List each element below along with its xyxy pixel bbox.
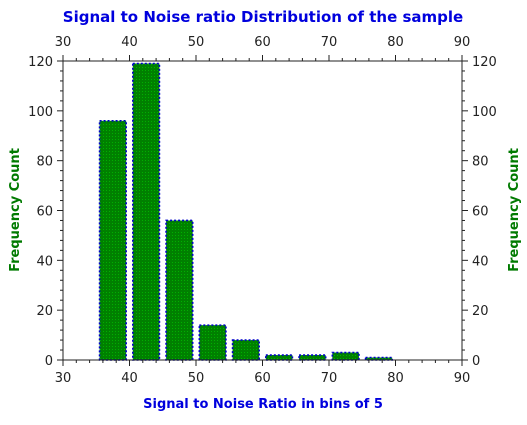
y-tick-label-right: 60 — [472, 205, 489, 220]
y-tick-label-left: 20 — [36, 304, 53, 319]
y-tick-label-left: 40 — [36, 254, 53, 269]
y-tick-label-right: 0 — [472, 354, 480, 369]
histogram-bar — [265, 354, 294, 361]
x-tick-label-bottom: 90 — [454, 371, 471, 386]
x-tick-label-bottom: 30 — [55, 371, 72, 386]
x-tick-label-bottom: 80 — [387, 371, 404, 386]
y-tick-label-right: 80 — [472, 155, 489, 170]
histogram-bar — [331, 351, 360, 361]
x-tick-label-bottom: 60 — [254, 371, 271, 386]
x-tick-label-bottom: 50 — [188, 371, 205, 386]
x-tick-label-top: 30 — [55, 35, 72, 50]
y-tick-label-left: 0 — [45, 354, 53, 369]
histogram-bar — [364, 356, 393, 361]
histogram-bar — [231, 339, 260, 361]
x-tick-label-top: 50 — [188, 35, 205, 50]
y-tick-label-left: 60 — [36, 205, 53, 220]
x-tick-label-top: 40 — [121, 35, 138, 50]
y-axis-title-right: Frequency Count — [507, 148, 522, 272]
bars-layer — [98, 62, 393, 361]
x-tick-label-bottom: 70 — [321, 371, 338, 386]
histogram-bar — [165, 219, 194, 361]
x-tick-label-top: 60 — [254, 35, 271, 50]
x-tick-label-top: 80 — [387, 35, 404, 50]
x-tick-label-top: 70 — [321, 35, 338, 50]
histogram-bar — [132, 62, 161, 361]
y-tick-label-right: 100 — [472, 105, 497, 120]
x-axis-title: Signal to Noise Ratio in bins of 5 — [143, 397, 383, 412]
y-tick-label-left: 120 — [28, 55, 53, 70]
y-tick-label-right: 120 — [472, 55, 497, 70]
y-axis-title-left: Frequency Count — [8, 148, 23, 272]
histogram-bar — [298, 354, 327, 361]
histogram-bar — [98, 120, 127, 361]
y-tick-label-right: 20 — [472, 304, 489, 319]
x-tick-label-bottom: 40 — [121, 371, 138, 386]
y-tick-label-left: 100 — [28, 105, 53, 120]
y-tick-label-left: 80 — [36, 155, 53, 170]
chart-title: Signal to Noise ratio Distribution of th… — [63, 8, 463, 26]
x-tick-label-top: 90 — [454, 35, 471, 50]
histogram-bar — [198, 324, 227, 361]
y-tick-label-right: 40 — [472, 254, 489, 269]
